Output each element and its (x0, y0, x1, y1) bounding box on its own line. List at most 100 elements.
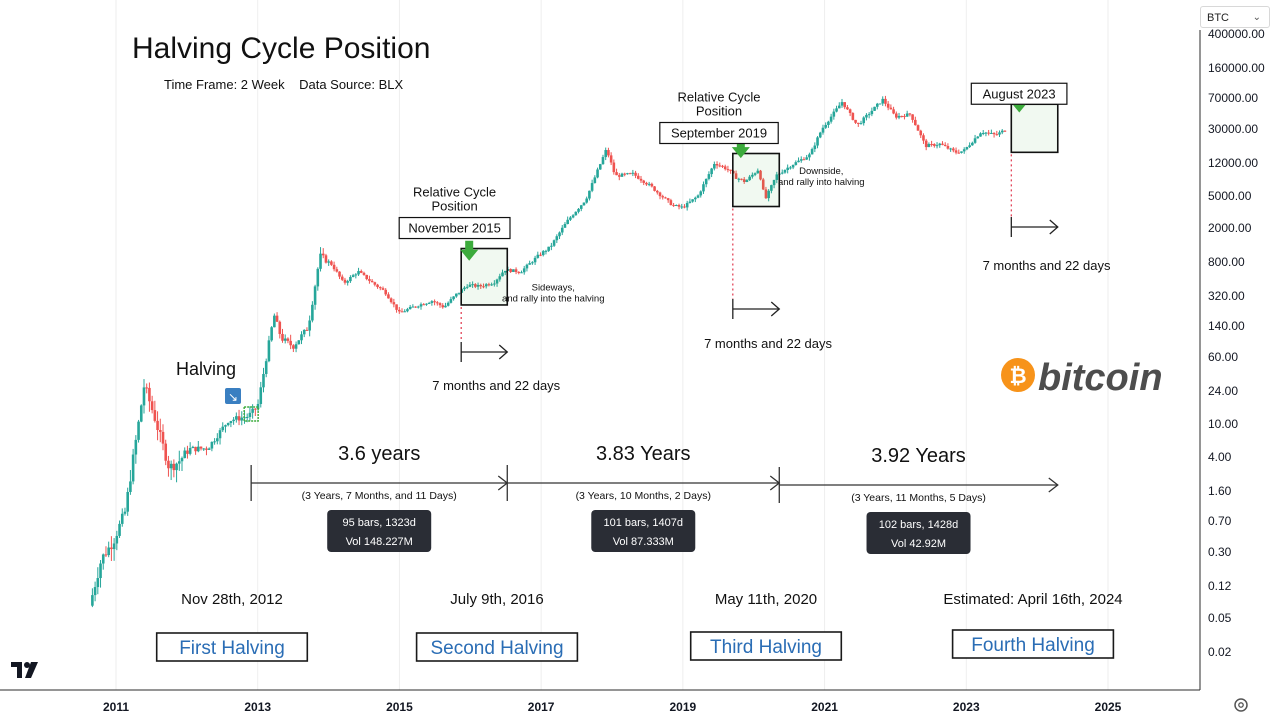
candle-body (319, 253, 322, 269)
candle-body (756, 170, 760, 174)
candle-body (308, 320, 311, 331)
candle-body (177, 461, 181, 464)
candle-body (169, 463, 173, 469)
candle-body (699, 191, 703, 196)
candle-body (139, 405, 143, 422)
candle-body (245, 416, 249, 418)
candle-body (957, 152, 961, 154)
candle-body (357, 271, 360, 275)
candle-body (691, 199, 694, 202)
candle-body (395, 304, 398, 310)
candle-body (827, 121, 830, 125)
candle-body (324, 255, 328, 263)
candle-body (636, 175, 640, 179)
candle-body (946, 146, 950, 149)
candle-body (343, 279, 347, 283)
candle-body (753, 173, 757, 175)
candle-body (378, 287, 382, 289)
candle-body (161, 431, 165, 444)
candle-body (107, 547, 110, 556)
candle-body (688, 201, 692, 203)
y-tick-label: 400000.00 (1208, 27, 1265, 41)
candle-body (321, 253, 325, 256)
candle-body (718, 165, 722, 167)
candle-body (558, 232, 561, 237)
candle-body (658, 192, 662, 197)
candle-body (221, 426, 225, 431)
span-years-label: 3.83 Years (596, 443, 691, 465)
x-tick-label: 2017 (528, 700, 555, 714)
candle-body (1003, 130, 1007, 132)
cycle-month-box (970, 82, 1068, 105)
tradingview-logo (11, 662, 38, 678)
candle-body (474, 284, 477, 287)
candle-body (389, 298, 393, 303)
candle-body (216, 438, 219, 442)
bitcoin-symbol: ₿ (1009, 365, 1026, 388)
candle-body (123, 511, 127, 514)
candle-body (354, 274, 358, 276)
arrow-down-icon (460, 240, 479, 261)
candle-body (919, 130, 923, 136)
candle-body (270, 327, 273, 341)
candle-body (704, 178, 708, 185)
candle-body (392, 302, 396, 305)
candle-body (938, 143, 942, 146)
halving-name-box (689, 631, 843, 661)
candle-body (197, 446, 200, 452)
candle-body (998, 132, 1001, 135)
candle-body (791, 164, 795, 168)
candle-body (194, 446, 197, 452)
candle-body (661, 196, 665, 198)
candle-body (987, 132, 990, 134)
candle-body (713, 164, 716, 169)
candle-body (933, 144, 936, 146)
arrow-glyph: ↘ (228, 390, 238, 404)
span-tooltip-box (591, 510, 696, 552)
candle-body (740, 178, 743, 180)
candle-body (115, 535, 119, 544)
candle-body (905, 113, 909, 117)
candle-body (164, 443, 168, 461)
candle-body (273, 315, 276, 328)
candle-body (180, 458, 184, 462)
candle-body (702, 184, 705, 192)
candles-layer (91, 95, 1007, 608)
candle-body (672, 205, 675, 207)
candle-body (370, 280, 374, 283)
candle-body (889, 107, 893, 110)
gear-icon[interactable] (1232, 696, 1250, 714)
candle-body (794, 162, 798, 165)
cycle-position-box (732, 152, 781, 208)
candle-body (723, 166, 727, 170)
candle-body (522, 268, 526, 273)
candle-body (748, 176, 751, 181)
candle-body (134, 439, 138, 455)
candle-body (465, 286, 469, 288)
candle-body (430, 301, 434, 303)
candle-body (213, 441, 216, 443)
candle-body (560, 227, 564, 233)
candle-body (91, 595, 94, 606)
candle-body (172, 463, 176, 471)
candle-body (362, 272, 366, 275)
span-tooltip-box (327, 510, 432, 552)
symbol-selector[interactable]: BTC ⌄ (1200, 6, 1270, 28)
y-tick-label: 800.00 (1208, 255, 1245, 269)
candle-body (900, 115, 904, 117)
halving-name-label: Second Halving (430, 638, 563, 659)
candle-body (373, 282, 377, 285)
candle-body (840, 102, 844, 106)
candle-body (294, 344, 298, 349)
cycle-month-label: November 2015 (408, 221, 501, 236)
candle-body (927, 144, 931, 148)
candle-body (867, 114, 871, 116)
candle-body (251, 408, 254, 413)
candle-body (981, 132, 985, 134)
candle-body (816, 137, 819, 146)
candle-body (555, 236, 559, 241)
candle-body (582, 202, 586, 206)
candle-body (408, 306, 412, 310)
candle-body (376, 284, 379, 288)
span-arrowhead (498, 344, 509, 360)
